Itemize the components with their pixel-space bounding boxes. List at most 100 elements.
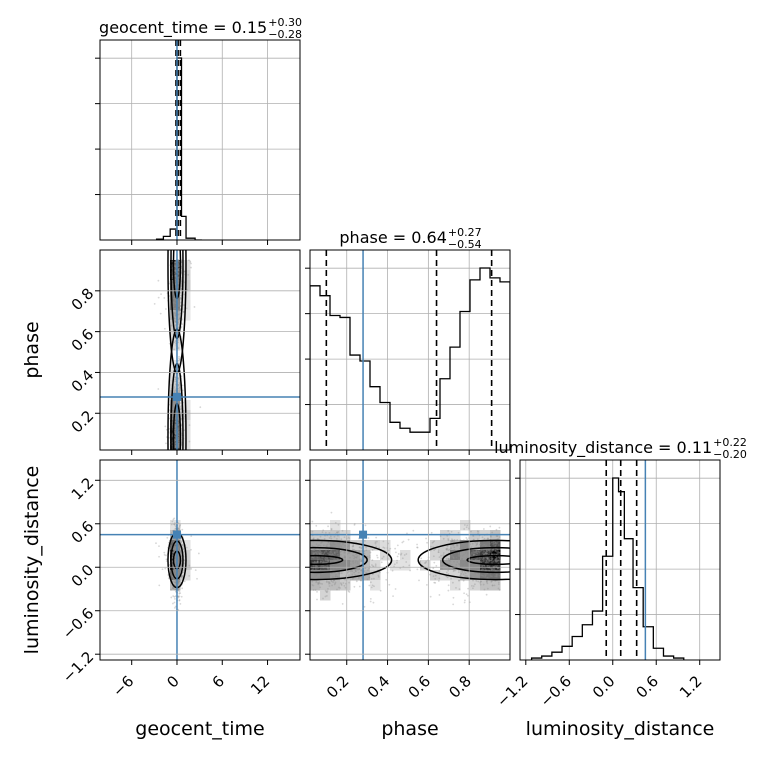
sample-point (448, 548, 451, 551)
sample-point (497, 567, 500, 570)
sample-point (425, 560, 428, 563)
sample-point (324, 559, 327, 562)
sample-point (178, 555, 180, 558)
sample-point (461, 547, 464, 550)
sample-point (497, 559, 500, 561)
sample-point (164, 567, 167, 570)
sample-point (174, 378, 176, 381)
sample-point (173, 387, 175, 390)
sample-point (462, 561, 465, 564)
sample-point (173, 581, 176, 584)
sample-point (177, 259, 180, 262)
sample-point (174, 570, 176, 573)
density-cell (310, 540, 321, 551)
sample-point (177, 580, 180, 583)
sample-point (174, 574, 177, 577)
sample-point (496, 559, 499, 562)
sample-point (174, 269, 177, 272)
sample-point (177, 546, 180, 549)
sample-point (174, 439, 177, 442)
plot-area (100, 250, 300, 450)
sample-point (174, 389, 177, 392)
sample-point (445, 548, 448, 551)
sample-point (462, 573, 465, 576)
sample-point (179, 402, 182, 405)
density-cell (360, 560, 371, 571)
sample-point (313, 552, 315, 555)
sample-point (335, 567, 338, 570)
sample-point (178, 570, 181, 573)
sample-point (492, 543, 495, 546)
density-cell (480, 570, 491, 581)
sample-point (171, 276, 174, 278)
sample-point (371, 573, 374, 576)
sample-point (174, 545, 177, 548)
x-tick-label: 0.4 (364, 672, 394, 702)
sample-point (472, 587, 474, 590)
sample-point (477, 550, 480, 553)
sample-point (341, 603, 344, 605)
sample-point (177, 304, 180, 307)
sample-point (174, 583, 177, 585)
sample-point (369, 597, 372, 600)
sample-point (470, 584, 473, 587)
sample-point (174, 525, 177, 528)
sample-point (485, 593, 488, 596)
sample-point (405, 561, 408, 563)
sample-point (173, 549, 175, 552)
density-cell (400, 550, 411, 561)
sample-point (458, 579, 460, 582)
sample-point (324, 558, 327, 561)
density-cell (330, 570, 341, 581)
sample-point (347, 545, 350, 547)
sample-point (472, 554, 475, 556)
sample-point (171, 277, 174, 280)
contour-line (441, 546, 510, 574)
sample-point (177, 276, 180, 279)
sample-point (328, 554, 331, 556)
sample-point (485, 569, 488, 572)
sample-point (178, 526, 181, 529)
sample-point (353, 585, 356, 588)
sample-point (174, 561, 177, 564)
sample-point (324, 531, 327, 534)
sample-point (173, 572, 176, 575)
sample-point (174, 560, 177, 563)
sample-point (447, 530, 450, 532)
title-geocent-time: geocent_time = 0.15 +0.30−0.28 (99, 16, 302, 41)
sample-point (331, 584, 333, 587)
sample-point (397, 553, 400, 555)
sample-point (459, 547, 462, 550)
sample-point (332, 553, 334, 556)
sample-point (352, 560, 355, 562)
sample-point (320, 564, 323, 567)
sample-point (180, 541, 182, 544)
sample-point (318, 549, 321, 552)
sample-point (177, 308, 180, 310)
density-cell (170, 420, 181, 431)
sample-point (355, 556, 358, 559)
sample-point (174, 573, 177, 576)
density-cell (170, 300, 181, 311)
density-cell (490, 570, 501, 581)
sample-point (330, 544, 333, 547)
sample-point (363, 550, 366, 553)
sample-point (174, 568, 177, 571)
sample-point (337, 542, 339, 544)
sample-point (343, 536, 346, 539)
sample-point (172, 602, 174, 605)
sample-point (369, 581, 372, 584)
x-tick-label: 6 (209, 672, 228, 691)
sample-point (174, 275, 177, 278)
sample-point (332, 581, 334, 584)
density-cell (340, 570, 351, 581)
sample-point (458, 563, 461, 566)
sample-point (171, 415, 174, 418)
sample-point (312, 549, 314, 552)
sample-point (372, 565, 374, 568)
sample-point (182, 569, 185, 572)
sample-point (355, 556, 358, 559)
sample-point (174, 548, 176, 551)
sample-point (465, 546, 468, 549)
sample-point (177, 301, 180, 304)
